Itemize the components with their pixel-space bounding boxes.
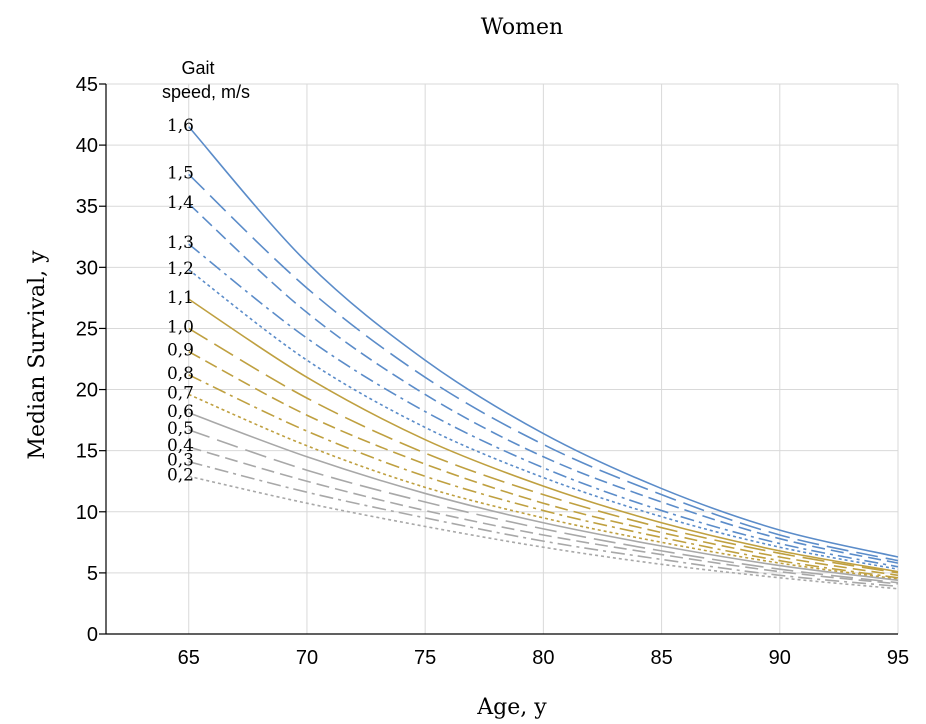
y-tick-label: 40 (76, 135, 98, 157)
y-tick-label: 45 (76, 74, 98, 96)
series-label: 1,6 (167, 116, 194, 136)
series-label: 1,0 (167, 317, 194, 337)
series-line (188, 446, 899, 585)
x-tick-label: 80 (532, 647, 554, 669)
x-tick-label: 85 (650, 647, 672, 669)
series-label: 0,2 (167, 465, 194, 485)
x-tick-label: 70 (296, 647, 318, 669)
series-line (188, 475, 899, 590)
series-label: 1,1 (167, 288, 194, 308)
legend-title-line-1: Gait (181, 58, 214, 78)
series-label: 0,8 (167, 364, 194, 384)
y-axis-label: Median Survival, y (25, 250, 50, 460)
y-tick-label: 15 (76, 441, 98, 463)
series-line (188, 243, 899, 568)
x-tick-label: 90 (769, 647, 791, 669)
series-label: 1,5 (167, 163, 194, 183)
series-label: 0,9 (167, 341, 194, 361)
grid-lines (106, 83, 899, 634)
series-label: 1,2 (167, 259, 194, 279)
series-line (188, 393, 899, 580)
series-lines (188, 126, 899, 590)
x-tick-label: 75 (414, 647, 436, 669)
x-tick-label: 95 (887, 647, 909, 669)
series-line (188, 429, 899, 584)
series-line (188, 173, 899, 562)
y-tick-label: 35 (76, 196, 98, 218)
y-tick-label: 0 (87, 624, 98, 646)
y-tick-label: 30 (76, 257, 98, 279)
legend-title-line-2: speed, m/s (162, 82, 250, 102)
series-line (188, 412, 899, 582)
series-line (188, 374, 899, 579)
y-tick-label: 5 (87, 563, 98, 585)
series-line (188, 126, 899, 558)
series-line (188, 298, 899, 573)
x-tick-labels: 65 70 75 80 85 90 95 (178, 647, 910, 669)
y-tick-labels: 0 5 10 15 20 25 30 35 40 45 (76, 74, 106, 646)
y-tick-label: 20 (76, 380, 98, 402)
series-label: 1,4 (167, 193, 194, 213)
series-line (188, 203, 899, 564)
series-label: 0,7 (167, 383, 194, 403)
series-line (188, 350, 899, 577)
series-label: 0,5 (167, 419, 194, 439)
series-line (188, 327, 899, 574)
y-tick-label: 10 (76, 502, 98, 524)
series-label: 1,3 (167, 233, 194, 253)
x-tick-label: 65 (178, 647, 200, 669)
y-tick-label: 25 (76, 318, 98, 340)
x-axis-label: Age, y (476, 695, 547, 720)
series-label: 0,4 (167, 436, 194, 456)
series-label: 0,6 (167, 402, 194, 422)
series-labels: 1,61,51,41,31,21,11,00,90,80,70,60,50,40… (167, 116, 194, 486)
series-label: 0,3 (167, 451, 194, 471)
series-line (188, 460, 899, 588)
chart-title: Women (481, 15, 563, 40)
axes (105, 84, 898, 635)
